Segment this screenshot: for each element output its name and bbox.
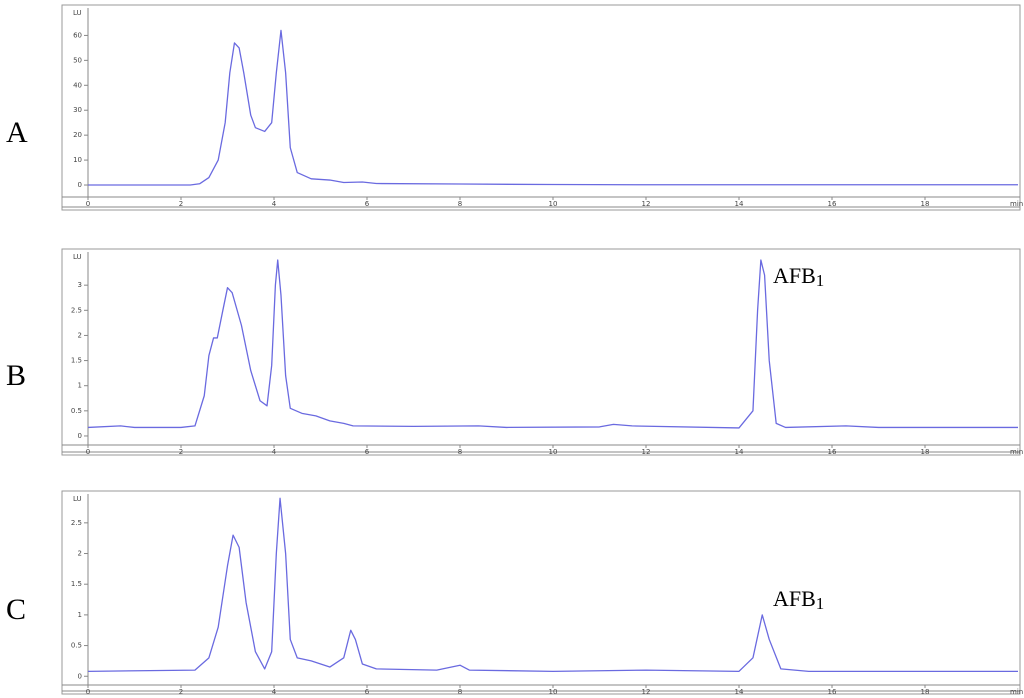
y-axis-label: LU [73,9,82,17]
x-tick-label: 16 [828,688,837,696]
annotation-subscript: 1 [816,594,825,613]
x-tick-label: 10 [549,448,558,456]
panel-frame [61,4,1021,211]
y-tick-label: 1 [78,611,82,619]
y-axis-label: LU [73,253,82,261]
x-tick-label: 0 [86,200,90,208]
y-tick-label: 2 [78,331,82,339]
y-tick-label: 1.5 [71,357,82,365]
y-tick-label: 0.5 [71,407,82,415]
x-tick-label: 12 [642,448,651,456]
y-tick-label: 0 [78,181,82,189]
x-tick-label: 6 [365,200,370,208]
x-tick-label: 18 [921,448,930,456]
x-tick-label: 4 [272,200,277,208]
x-tick-label: 6 [365,448,370,456]
y-tick-label: 1 [78,382,82,390]
trace [87,497,1018,672]
x-tick-label: 18 [921,688,930,696]
panel-label: A [6,116,28,149]
x-tick-label: 14 [735,200,744,208]
y-tick-label: 40 [73,81,82,89]
y-tick-label: 60 [73,31,82,39]
y-tick-label: 10 [73,156,82,164]
panel-label: B [6,359,26,392]
x-tick-label: 12 [642,688,651,696]
x-tick-label: 16 [828,200,837,208]
x-tick-label: 4 [272,688,277,696]
trace [87,259,1018,429]
panel-frame [61,490,1021,695]
annotation-text: AFB [773,263,816,288]
y-tick-label: 30 [73,106,82,114]
x-axis-label: min [1010,688,1023,696]
x-tick-label: 8 [458,448,462,456]
annotation-subscript: 1 [816,271,825,290]
x-tick-label: 0 [86,448,90,456]
x-tick-label: 12 [642,200,651,208]
x-tick-label: 2 [179,688,183,696]
x-tick-label: 18 [921,200,930,208]
y-tick-label: 0 [78,672,82,680]
y-axis-label: LU [73,495,82,503]
x-tick-label: 8 [458,688,462,696]
x-tick-label: 6 [365,688,370,696]
x-tick-label: 10 [549,200,558,208]
peak-annotation: AFB1 [773,586,824,613]
y-tick-label: 2.5 [71,519,82,527]
y-tick-label: 3 [78,281,82,289]
x-tick-label: 10 [549,688,558,696]
annotation-text: AFB [773,586,816,611]
y-tick-label: 1.5 [71,580,82,588]
panel-frame [61,248,1021,456]
x-axis-label: min [1010,448,1023,456]
trace [88,29,1018,186]
y-tick-label: 2 [78,550,82,558]
x-axis-label: min [1010,200,1023,208]
x-tick-label: 4 [272,448,277,456]
x-tick-label: 2 [179,200,183,208]
y-tick-label: 2.5 [71,306,82,314]
x-tick-label: 2 [179,448,183,456]
y-tick-label: 0.5 [71,642,82,650]
panel-label: C [6,593,26,626]
x-tick-label: 14 [735,688,744,696]
y-tick-label: 50 [73,56,82,64]
x-tick-label: 14 [735,448,744,456]
x-tick-label: 8 [458,200,462,208]
y-tick-label: 20 [73,131,82,139]
y-tick-label: 0 [78,432,82,440]
peak-annotation: AFB1 [773,263,824,290]
x-tick-label: 16 [828,448,837,456]
x-tick-label: 0 [86,688,90,696]
